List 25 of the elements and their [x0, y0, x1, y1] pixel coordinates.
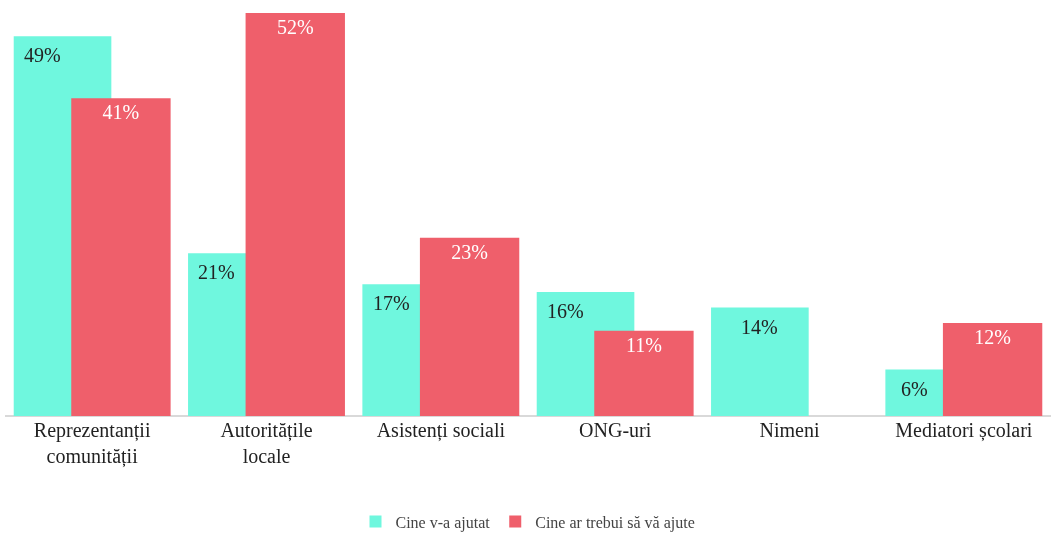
data-label: 6% [901, 378, 928, 400]
x-tick-label: Nimeni [759, 419, 820, 441]
bar [71, 98, 171, 416]
data-label: 41% [102, 101, 140, 124]
x-tick-label: Asistenți sociali [376, 419, 506, 442]
data-label: 14% [741, 316, 778, 338]
data-label: 21% [198, 261, 235, 283]
x-tick-label: Autoritățile locale [220, 419, 313, 467]
data-label: 17% [373, 292, 410, 314]
bar [419, 237, 520, 416]
x-tick-label: Reprezentanții comunității [33, 419, 151, 468]
bar [711, 307, 809, 416]
data-label: 11% [625, 333, 662, 356]
data-label: 16% [547, 300, 584, 322]
legend-label: Cine ar trebui să vă ajute [535, 513, 695, 532]
data-label: 12% [974, 326, 1011, 348]
data-label: 52% [276, 16, 314, 38]
legend-label: Cine v-a ajutat [395, 513, 491, 532]
bar [594, 330, 694, 416]
x-tick-label: Mediatori școlari [895, 419, 1033, 442]
data-label: 23% [451, 240, 488, 263]
data-label: 49% [24, 44, 61, 66]
bar [245, 13, 345, 416]
bar [942, 323, 1043, 416]
x-tick-label: ONG-uri [579, 419, 652, 441]
